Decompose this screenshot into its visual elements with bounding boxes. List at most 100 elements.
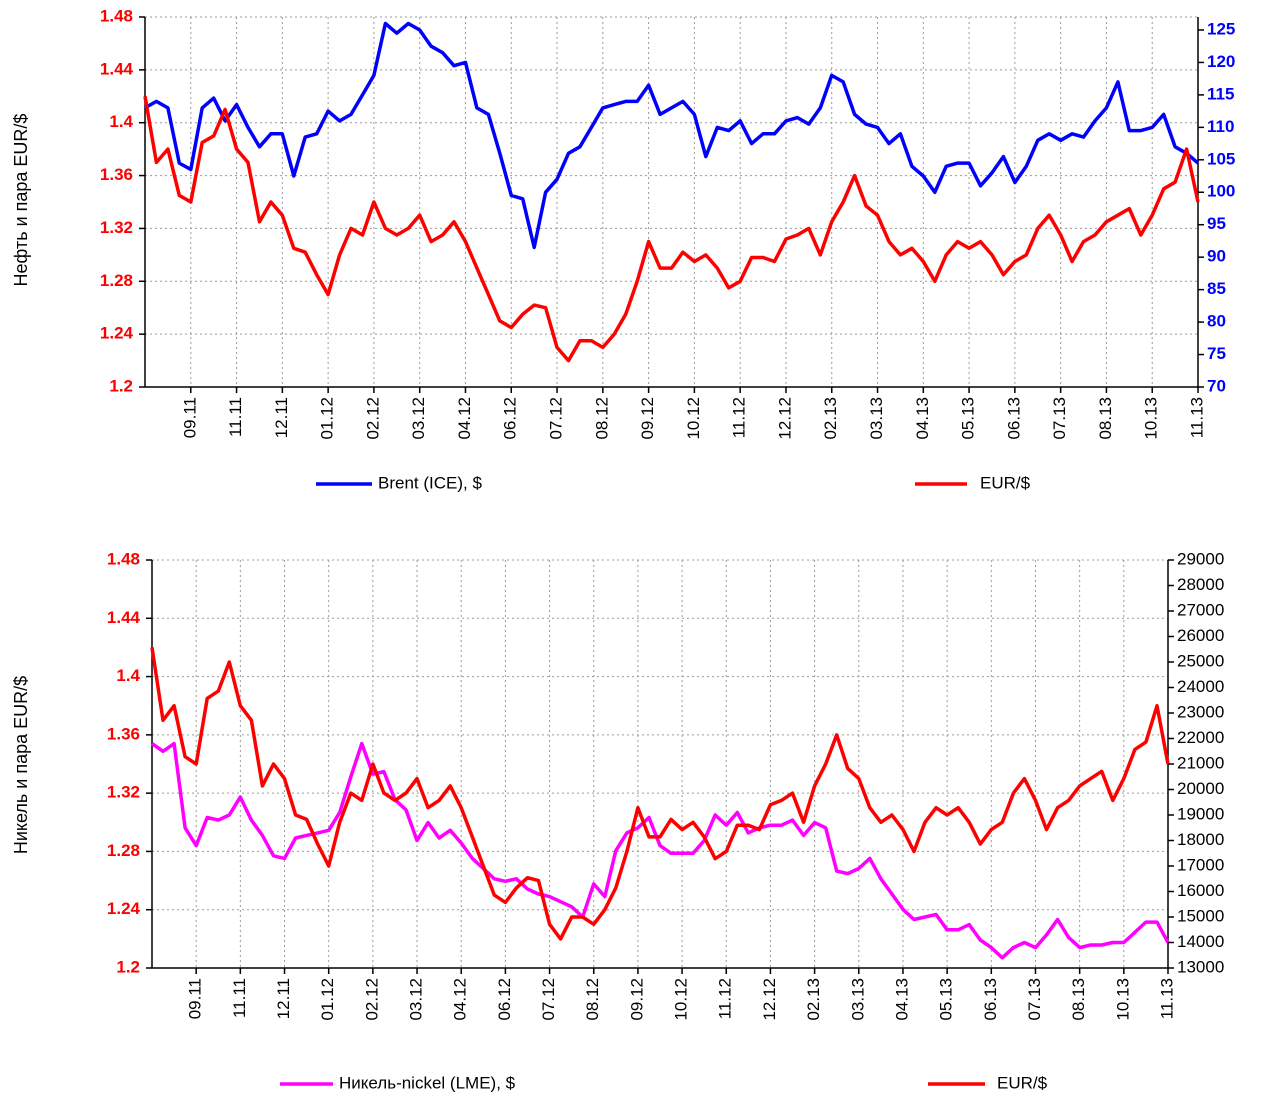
x-tick-label: 12.12: [760, 978, 779, 1021]
x-tick-label: 01.12: [318, 978, 337, 1021]
x-tick-label: 05.13: [959, 397, 978, 440]
x-tick-label: 04.13: [892, 978, 911, 1021]
y2-tick-label: 75: [1207, 344, 1226, 363]
series-line: [150, 741, 1170, 960]
y-axis-title: Нефть и пара EUR/$: [11, 114, 31, 287]
x-tick-label: 09.12: [638, 397, 657, 440]
y2-tick-label: 17000: [1177, 855, 1224, 874]
y-tick-label: 1.28: [100, 271, 133, 290]
x-tick-label: 12.11: [274, 978, 293, 1019]
y2-tick-label: 25000: [1177, 651, 1224, 670]
x-tick-label: 10.13: [1142, 397, 1161, 440]
x-tick-label: 11.12: [730, 397, 749, 438]
y2-tick-label: 115: [1207, 84, 1234, 103]
y-tick-label: 1.44: [100, 59, 134, 78]
y-tick-label: 1.48: [107, 549, 140, 568]
x-tick-label: 02.12: [362, 978, 381, 1021]
y-tick-label: 1.36: [107, 724, 140, 743]
x-tick-label: 11.11: [230, 978, 249, 1018]
x-tick-label: 08.13: [1069, 978, 1088, 1021]
x-tick-label: 06.12: [501, 397, 520, 440]
y2-tick-label: 105: [1207, 149, 1235, 168]
x-tick-label: 07.12: [539, 978, 558, 1021]
y2-tick-label: 80: [1207, 312, 1226, 331]
y2-tick-label: 18000: [1177, 830, 1224, 849]
legend-label: Никель-nickel (LME), $: [339, 1073, 516, 1092]
x-tick-label: 07.12: [547, 397, 566, 440]
y-tick-label: 1.4: [116, 666, 140, 685]
y-axis-title: Никель и пара EUR/$: [11, 676, 31, 854]
y2-tick-label: 15000: [1177, 906, 1224, 925]
y2-tick-label: 27000: [1177, 600, 1224, 619]
y2-tick-label: 20000: [1177, 779, 1224, 798]
y2-tick-label: 85: [1207, 279, 1226, 298]
x-tick-label: 10.13: [1113, 978, 1132, 1021]
series-line: [143, 96, 1200, 363]
x-tick-label: 08.12: [592, 397, 611, 440]
x-tick-label: 02.12: [363, 397, 382, 440]
x-tick-label: 12.12: [775, 397, 794, 440]
legend-label: EUR/$: [997, 1073, 1048, 1092]
x-tick-label: 04.12: [451, 978, 470, 1021]
y-tick-label: 1.36: [100, 165, 133, 184]
y-tick-label: 1.24: [100, 324, 134, 343]
x-tick-label: 11.12: [716, 978, 735, 1019]
y2-tick-label: 14000: [1177, 932, 1224, 951]
x-tick-label: 04.12: [455, 397, 474, 440]
x-tick-label: 09.12: [627, 978, 646, 1021]
x-tick-label: 11.13: [1187, 397, 1206, 438]
legend-label: EUR/$: [980, 473, 1031, 492]
y2-tick-label: 120: [1207, 52, 1235, 71]
y2-tick-label: 23000: [1177, 702, 1224, 721]
y-tick-label: 1.32: [100, 218, 133, 237]
y2-tick-label: 125: [1207, 19, 1235, 38]
x-tick-label: 06.12: [495, 978, 514, 1021]
x-tick-label: 11.11: [226, 397, 245, 437]
x-tick-label: 12.11: [272, 397, 291, 438]
x-tick-label: 07.13: [1050, 397, 1069, 440]
x-tick-label: 03.12: [409, 397, 428, 440]
x-tick-label: 02.13: [821, 397, 840, 440]
y-tick-label: 1.44: [107, 608, 141, 627]
series-line: [150, 647, 1170, 941]
legend-label: Brent (ICE), $: [378, 473, 482, 492]
series-line: [144, 21, 1200, 250]
y-tick-label: 1.28: [107, 841, 140, 860]
x-tick-label: 04.13: [913, 397, 932, 440]
x-tick-label: 10.12: [684, 397, 703, 440]
y-tick-label: 1.48: [100, 6, 133, 25]
x-tick-label: 08.13: [1096, 397, 1115, 440]
y-tick-label: 1.2: [109, 376, 133, 395]
x-tick-label: 03.13: [867, 397, 886, 440]
x-tick-label: 03.12: [407, 978, 426, 1021]
x-tick-label: 11.13: [1157, 978, 1176, 1019]
x-tick-label: 10.12: [672, 978, 691, 1021]
y-tick-label: 1.24: [107, 899, 141, 918]
x-tick-label: 06.13: [981, 978, 1000, 1021]
y2-tick-label: 70: [1207, 376, 1226, 395]
x-tick-label: 05.13: [937, 978, 956, 1021]
x-tick-label: 09.11: [180, 397, 199, 438]
y-tick-label: 1.32: [107, 783, 140, 802]
y2-tick-label: 22000: [1177, 728, 1224, 747]
y2-tick-label: 13000: [1177, 957, 1224, 976]
x-tick-label: 06.13: [1004, 397, 1023, 440]
y2-tick-label: 26000: [1177, 626, 1224, 645]
x-tick-label: 07.13: [1025, 978, 1044, 1021]
y2-tick-label: 29000: [1177, 549, 1224, 568]
x-tick-label: 01.12: [318, 397, 337, 440]
y2-tick-label: 24000: [1177, 677, 1224, 696]
y2-tick-label: 28000: [1177, 575, 1224, 594]
y-tick-label: 1.4: [109, 112, 133, 131]
y2-tick-label: 100: [1207, 182, 1235, 201]
x-tick-label: 03.13: [848, 978, 867, 1021]
y2-tick-label: 16000: [1177, 881, 1224, 900]
x-tick-label: 02.13: [804, 978, 823, 1021]
y2-tick-label: 110: [1207, 117, 1234, 136]
y2-tick-label: 95: [1207, 214, 1226, 233]
x-tick-label: 09.11: [186, 978, 205, 1019]
x-tick-label: 08.12: [583, 978, 602, 1021]
y2-tick-label: 19000: [1177, 804, 1224, 823]
y2-tick-label: 90: [1207, 247, 1226, 266]
